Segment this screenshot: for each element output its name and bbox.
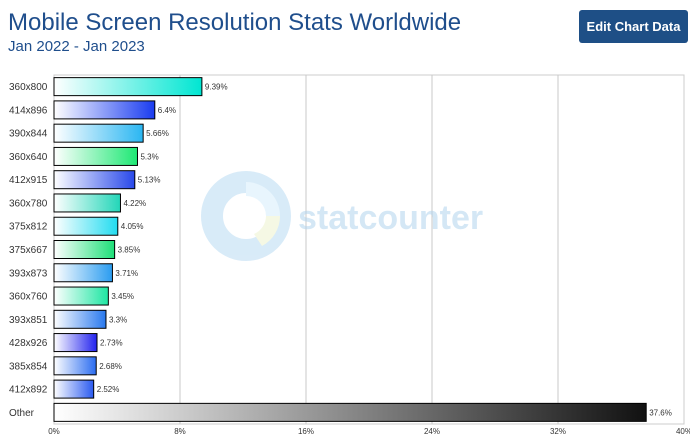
bar[interactable] [53, 356, 97, 376]
data-label: 3.85% [118, 246, 141, 255]
data-label: 5.13% [138, 176, 161, 185]
category-label: 360x640 [9, 152, 48, 163]
bar[interactable] [53, 216, 119, 236]
data-label: 2.73% [100, 339, 123, 348]
edit-chart-data-button[interactable]: Edit Chart Data [579, 10, 688, 43]
category-label: 412x915 [9, 175, 48, 186]
data-label: 3.3% [109, 315, 127, 324]
gridlines [179, 75, 559, 424]
x-tick-label: 24% [424, 427, 440, 436]
data-label: 9.39% [205, 83, 228, 92]
data-label: 3.71% [115, 269, 138, 278]
page-title: Mobile Screen Resolution Stats Worldwide [8, 9, 462, 36]
bars: 360x800 9.39% 414x896 6.4% 390x844 5.66% 360x6… [9, 77, 672, 422]
bar[interactable] [53, 286, 109, 306]
statcounter-watermark: statcounter [201, 171, 483, 261]
data-label: 4.22% [123, 199, 146, 208]
category-label: 385x854 [9, 361, 48, 372]
category-label: 375x667 [9, 245, 48, 256]
bar[interactable] [53, 240, 116, 259]
x-tick-label: 0% [48, 427, 60, 436]
bar[interactable] [53, 379, 95, 399]
category-label: 393x873 [9, 268, 48, 279]
date-range-subtitle: Jan 2022 - Jan 2023 [8, 38, 145, 55]
bar[interactable] [53, 146, 138, 166]
category-label: 360x780 [9, 198, 48, 209]
category-label: 360x760 [9, 292, 48, 303]
bar[interactable] [53, 77, 203, 97]
data-label: 6.4% [158, 106, 176, 115]
category-label: 360x800 [9, 82, 48, 93]
data-label: 4.05% [121, 222, 144, 231]
category-label: Other [9, 408, 35, 419]
bar[interactable] [53, 170, 136, 190]
x-axis: 0% 8% 16% 24% 32% 40% [48, 427, 690, 436]
x-tick-label: 16% [298, 427, 314, 436]
bar[interactable] [53, 100, 156, 120]
category-label: 390x844 [9, 129, 48, 140]
x-tick-label: 32% [550, 427, 566, 436]
category-label: 428x926 [9, 338, 48, 349]
category-label: 414x896 [9, 105, 48, 116]
data-label: 2.52% [97, 385, 120, 394]
category-label: 375x812 [9, 222, 48, 233]
bar[interactable] [53, 402, 647, 422]
bar[interactable] [53, 263, 113, 283]
data-label: 37.6% [649, 408, 672, 417]
plot-area-border [53, 74, 685, 425]
watermark-text: statcounter [298, 199, 483, 237]
bar[interactable] [53, 123, 144, 143]
data-label: 2.68% [99, 362, 122, 371]
bar[interactable] [53, 333, 98, 353]
x-tick-label: 8% [174, 427, 186, 436]
category-label: 412x892 [9, 385, 48, 396]
bar[interactable] [53, 309, 107, 329]
x-tick-label: 40% [676, 427, 690, 436]
category-label: 393x851 [9, 315, 48, 326]
data-label: 5.66% [146, 129, 169, 138]
bar[interactable] [53, 193, 121, 213]
data-label: 5.3% [140, 152, 158, 161]
statcounter-logo-icon [201, 171, 291, 261]
data-label: 3.45% [111, 292, 134, 301]
